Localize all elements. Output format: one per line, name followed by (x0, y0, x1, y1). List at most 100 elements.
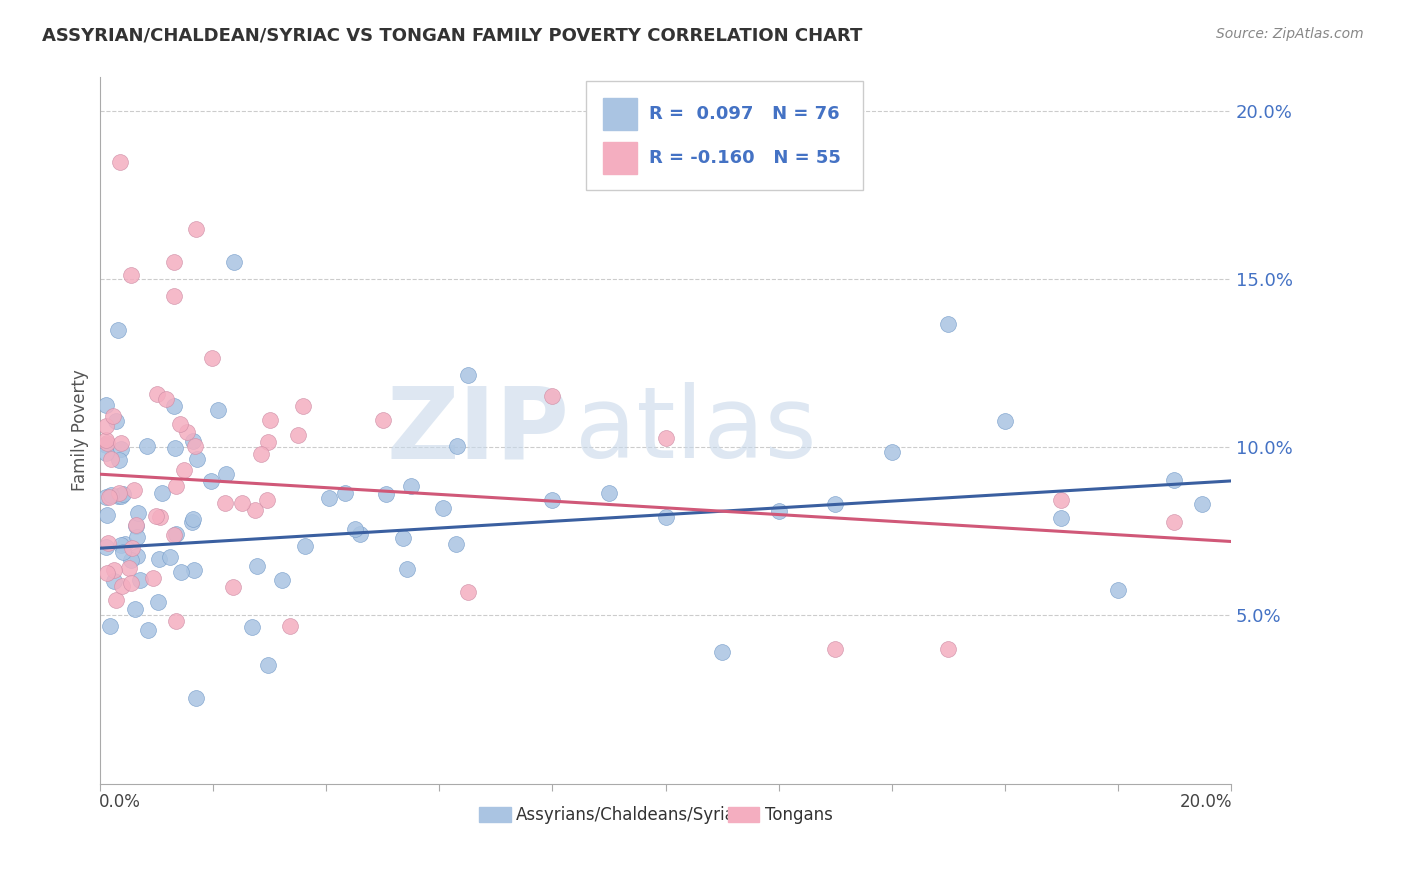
Point (110, 490, 132, 504)
Point (343, 522, 366, 536)
Point (121, 541, 143, 556)
Point (200, 351, 222, 366)
Point (94, 418, 117, 433)
Point (103, 574, 125, 588)
Point (127, 530, 149, 544)
Point (94, 399, 117, 413)
Point (110, 154, 132, 169)
Point (824, 642, 846, 657)
Point (207, 402, 229, 417)
Point (186, 452, 208, 467)
Point (173, 463, 195, 477)
Point (444, 537, 467, 551)
Text: 0.0%: 0.0% (100, 793, 141, 811)
Point (120, 268, 142, 282)
Point (287, 427, 309, 442)
Point (125, 518, 148, 533)
Point (184, 221, 207, 235)
Point (374, 487, 396, 501)
Text: R = -0.160   N = 55: R = -0.160 N = 55 (648, 149, 841, 167)
Point (103, 409, 125, 423)
Point (110, 435, 132, 450)
Text: Assyrians/Chaldeans/Syriacs: Assyrians/Chaldeans/Syriacs (516, 806, 754, 824)
Point (142, 571, 165, 585)
Point (96, 508, 118, 522)
Point (1107, 582, 1129, 597)
Text: Source: ZipAtlas.com: Source: ZipAtlas.com (1216, 27, 1364, 41)
Point (104, 414, 127, 428)
Point (98, 619, 121, 633)
Point (371, 413, 394, 427)
Bar (603, 142, 637, 174)
Point (127, 507, 149, 521)
Point (107, 489, 129, 503)
Point (98, 490, 121, 504)
Point (163, 442, 186, 456)
Point (446, 439, 468, 453)
Point (104, 592, 127, 607)
Y-axis label: Family Poverty: Family Poverty (72, 369, 89, 491)
Point (170, 565, 193, 579)
Point (399, 479, 422, 493)
Point (165, 526, 187, 541)
Point (122, 483, 145, 498)
Point (292, 400, 315, 414)
Bar (479, 807, 510, 822)
Point (145, 387, 167, 401)
Text: atlas: atlas (575, 382, 817, 479)
Point (136, 623, 159, 637)
Point (96, 566, 118, 580)
Point (1050, 493, 1073, 508)
Point (94, 433, 117, 447)
Point (166, 614, 188, 628)
Point (111, 487, 134, 501)
FancyBboxPatch shape (586, 81, 863, 190)
Point (392, 531, 415, 545)
Point (100, 488, 122, 502)
Point (111, 579, 134, 593)
Point (936, 317, 959, 331)
Text: ASSYRIAN/CHALDEAN/SYRIAC VS TONGAN FAMILY POVERTY CORRELATION CHART: ASSYRIAN/CHALDEAN/SYRIAC VS TONGAN FAMIL… (42, 27, 862, 45)
Point (256, 492, 278, 507)
Point (598, 486, 620, 500)
Point (148, 551, 170, 566)
Point (222, 580, 245, 594)
Point (541, 389, 564, 403)
Point (124, 602, 146, 616)
Point (149, 510, 172, 524)
Point (163, 255, 186, 269)
Point (96, 490, 118, 504)
Point (163, 527, 186, 541)
Point (711, 645, 734, 659)
Point (124, 519, 146, 533)
Point (103, 563, 125, 577)
Point (246, 559, 269, 574)
Bar (728, 807, 759, 822)
Point (176, 425, 198, 439)
Point (159, 550, 181, 565)
Point (654, 509, 676, 524)
Point (180, 516, 202, 530)
Text: 20.0%: 20.0% (1180, 793, 1232, 811)
Point (127, 549, 149, 563)
Point (1191, 497, 1213, 511)
Point (1163, 515, 1185, 529)
Point (114, 537, 136, 551)
Point (654, 432, 676, 446)
Point (96, 535, 118, 549)
Point (240, 620, 263, 634)
Point (94, 446, 117, 460)
Text: ZIP: ZIP (387, 382, 569, 479)
Point (280, 619, 302, 633)
Point (108, 485, 131, 500)
Point (150, 486, 173, 500)
Point (94, 438, 117, 452)
Point (214, 496, 236, 510)
Point (259, 412, 281, 426)
Point (243, 503, 266, 517)
Point (395, 562, 418, 576)
Point (181, 512, 204, 526)
Point (96, 435, 118, 450)
Point (880, 444, 903, 458)
Point (100, 452, 122, 467)
